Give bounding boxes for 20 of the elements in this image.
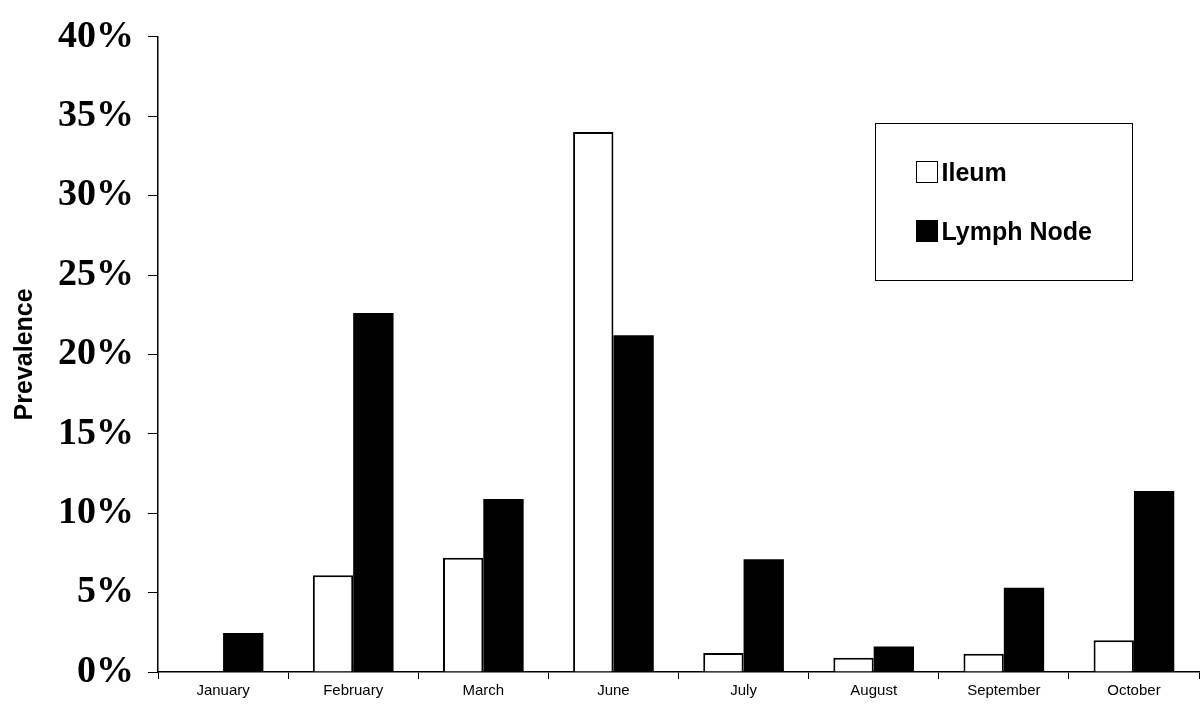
x-tick-label: January [196,681,251,699]
x-tick-label: October [1107,681,1161,699]
y-tick-label: 30% [58,171,134,214]
y-tick-label: 20% [58,330,134,373]
y-tick-label: 10% [58,489,134,532]
y-tick-label: 35% [58,92,134,135]
y-axis-title: Prevalence [8,288,37,421]
y-tick-label: 25% [58,250,134,293]
legend-label: Lymph Node [941,216,1092,246]
x-tick-label: February [323,681,384,699]
y-tick-label: 40% [58,12,134,55]
y-tick-label: 5% [77,568,134,611]
x-tick-label: September [967,681,1041,699]
y-tick-label: 0% [77,647,134,690]
x-tick-label: March [462,681,505,699]
x-tick-label: June [597,681,630,699]
y-tick-label: 15% [58,409,134,452]
legend-label: Ileum [941,157,1007,187]
x-tick-label: August [850,681,898,699]
x-tick-label: July [730,681,758,699]
